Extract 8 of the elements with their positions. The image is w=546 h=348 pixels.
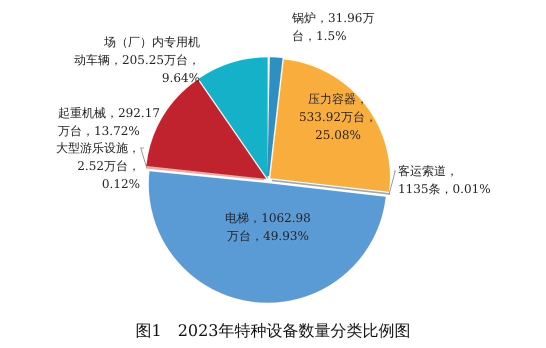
slice-label: 客运索道，1135条，0.01% (398, 164, 491, 196)
slice-label: 压力容器，533.92万台，25.08% (299, 92, 377, 142)
slice-label: 锅炉，31.96万台，1.5% (291, 11, 374, 43)
slice-label: 大型游乐设施，2.52万台，0.12% (56, 141, 140, 191)
text: 图1 2023年特种设备数量分类比例图 (136, 321, 410, 340)
slice-label: 场（厂）内专用机动车辆，205.25万台，9.64% (74, 35, 200, 85)
slice-label: 电梯，1062.98万台，49.93% (225, 211, 311, 243)
slice-label: 起重机械，292.17万台，13.72% (58, 106, 160, 138)
